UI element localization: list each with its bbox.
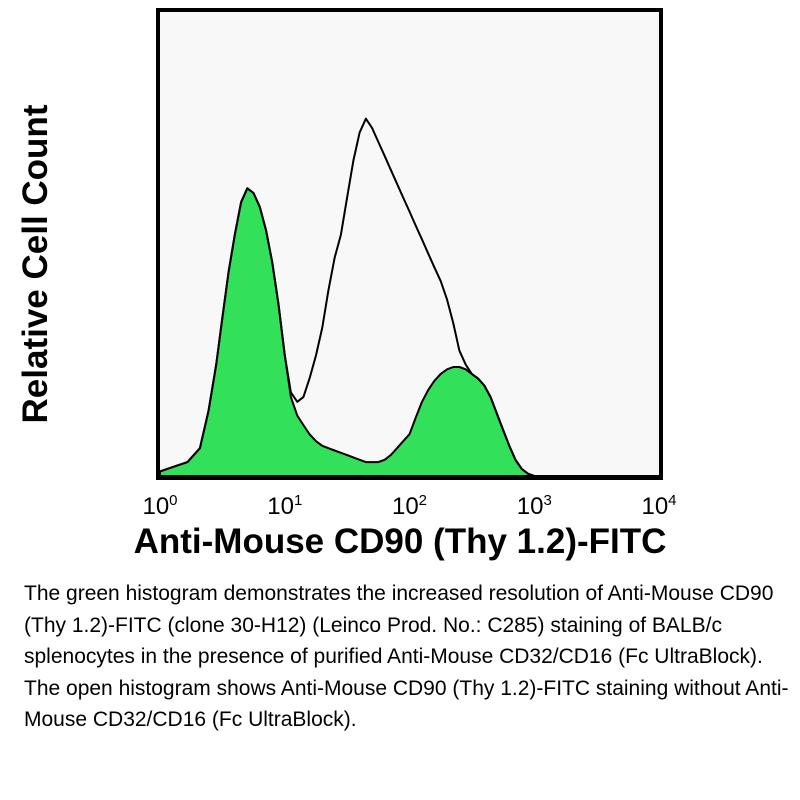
x-axis-tick-labels: 100 101 102 103 104 [142,492,676,520]
x-tick-label: 100 [142,492,177,520]
x-axis-label: Anti-Mouse CD90 (Thy 1.2)-FITC [133,522,667,561]
y-axis-label: Relative Cell Count [16,104,55,424]
x-tick-label: 102 [392,492,427,520]
plot-frame [156,8,663,480]
x-tick-label: 103 [517,492,552,520]
x-tick-label: 101 [267,492,302,520]
x-tick-label: 104 [641,492,676,520]
open-histogram [159,117,659,477]
figure-caption: The green histogram demonstrates the inc… [24,582,789,731]
